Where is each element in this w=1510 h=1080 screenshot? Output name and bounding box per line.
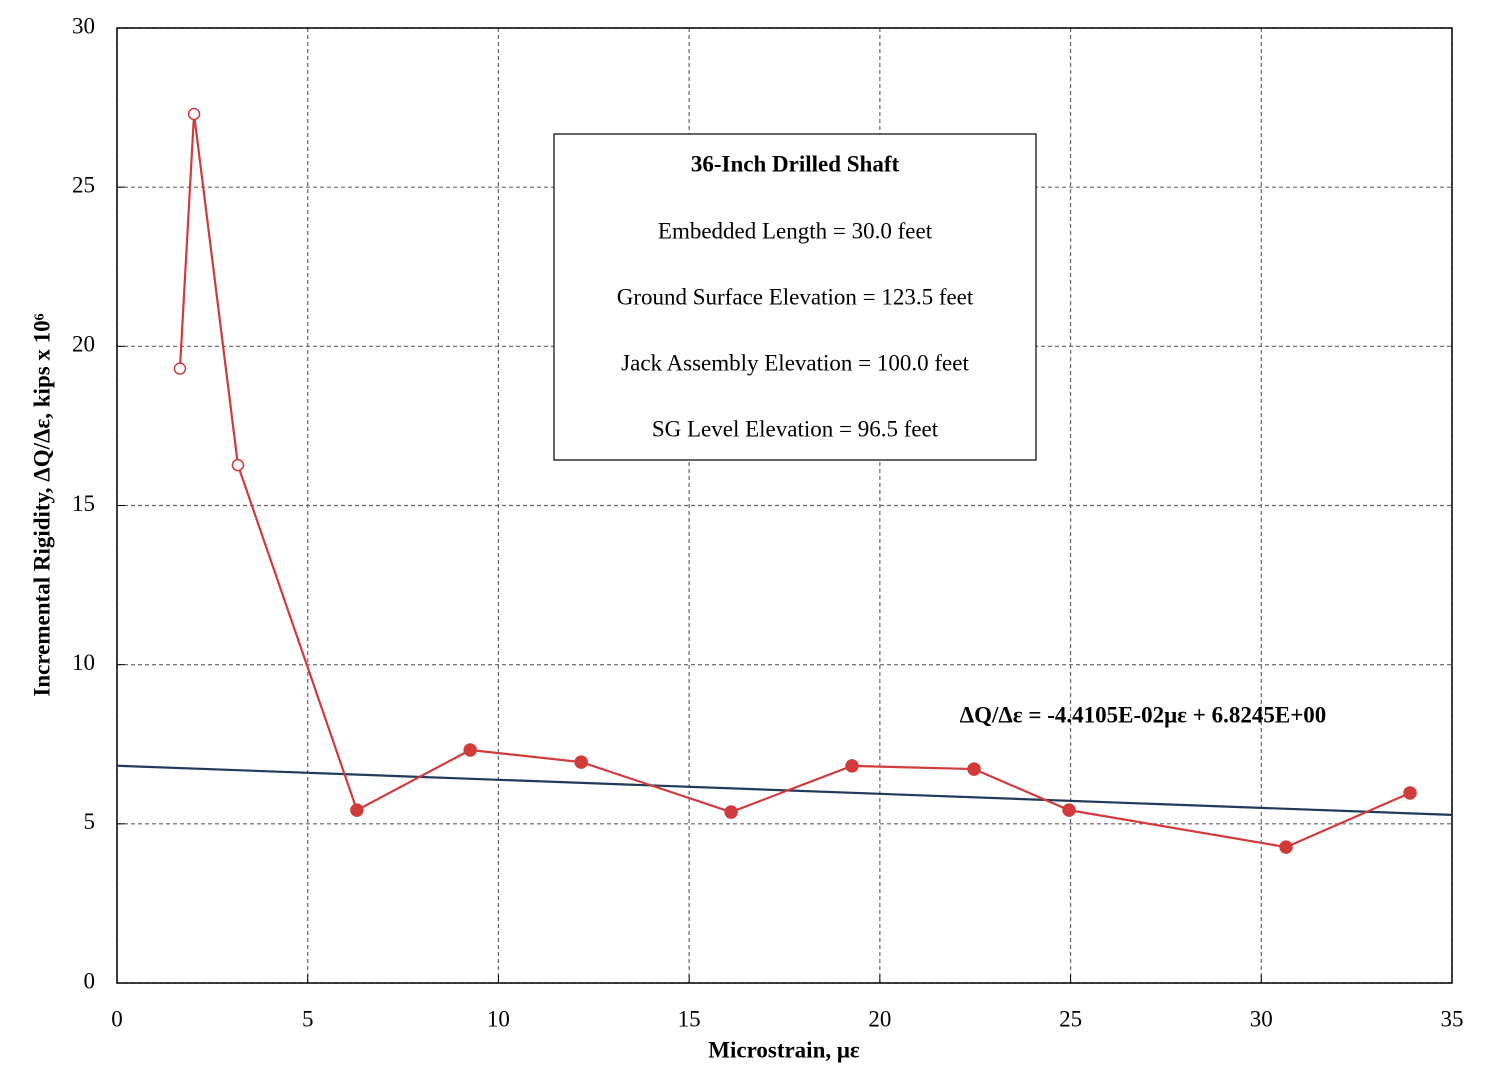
- x-tick-label: 30: [1250, 1006, 1273, 1031]
- annotation-line: Embedded Length = 30.0 feet: [658, 218, 933, 243]
- x-tick-label: 10: [487, 1006, 510, 1031]
- annotation-line: Ground Surface Elevation = 123.5 feet: [617, 284, 974, 309]
- annotation-box: [553, 133, 1037, 461]
- x-tick-label: 15: [678, 1006, 701, 1031]
- x-axis-label: Microstrain, με: [708, 1037, 860, 1062]
- annotation-line: Jack Assembly Elevation = 100.0 feet: [621, 350, 969, 375]
- y-tick-label: 10: [72, 650, 95, 675]
- data-point: [463, 743, 477, 757]
- data-point: [1062, 803, 1076, 817]
- y-tick-label: 5: [84, 809, 96, 834]
- y-tick-label: 15: [72, 491, 95, 516]
- x-tick-label: 20: [868, 1006, 891, 1031]
- data-line: [178, 113, 1411, 849]
- data-point: [845, 759, 859, 773]
- data-point: [231, 458, 245, 472]
- annotation-line: SG Level Elevation = 96.5 feet: [652, 416, 939, 441]
- x-tick-label: 25: [1059, 1006, 1082, 1031]
- data-point: [724, 805, 738, 819]
- data-point: [574, 755, 588, 769]
- data-point: [1279, 840, 1293, 854]
- trendline: [116, 764, 1453, 816]
- plot-frame: [116, 27, 1453, 984]
- data-point: [1403, 786, 1417, 800]
- y-tick-label: 0: [84, 968, 96, 993]
- data-point: [173, 362, 187, 375]
- y-tick-label: 25: [72, 172, 95, 197]
- data-point: [187, 107, 201, 121]
- data-point: [350, 803, 364, 817]
- y-tick-label: 20: [72, 332, 95, 357]
- x-tick-label: 5: [302, 1006, 314, 1031]
- annotation-title: 36-Inch Drilled Shaft: [691, 151, 900, 176]
- x-tick-label: 0: [111, 1006, 123, 1031]
- data-point: [967, 762, 981, 776]
- x-tick-label: 35: [1441, 1006, 1464, 1031]
- y-axis-label: Incremental Rigidity, ΔQ/Δε, kips x 10⁶: [29, 313, 54, 696]
- trendline-label: ΔQ/Δε = -4.4105E-02με + 6.8245E+00: [960, 702, 1327, 727]
- y-tick-label: 30: [72, 13, 95, 38]
